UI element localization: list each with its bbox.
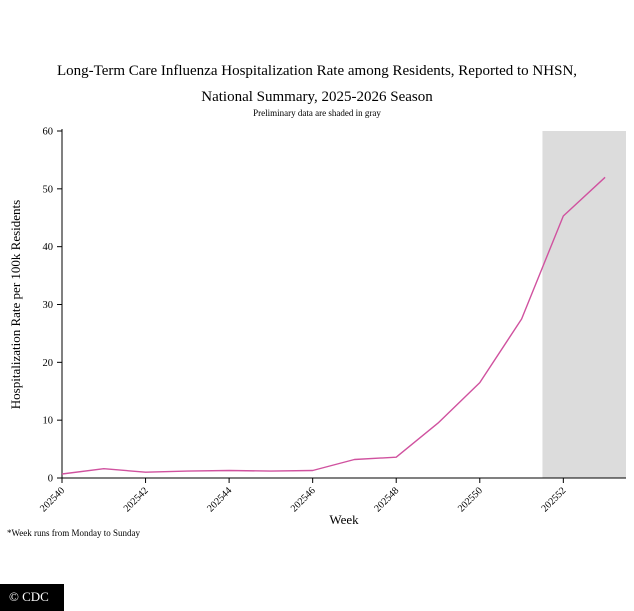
chart-title: Long-Term Care Influenza Hospitalization… [0, 58, 634, 110]
cdc-watermark: © CDC [0, 584, 64, 611]
chart-subtitle: Preliminary data are shaded in gray [253, 108, 381, 118]
x-tick-label: 202540 [38, 485, 67, 514]
x-tick-label: 202542 [122, 485, 151, 514]
y-tick-label: 60 [43, 127, 54, 138]
x-tick-label: 202546 [289, 485, 318, 514]
chart-title-line-2: National Summary, 2025-2026 Season [201, 89, 433, 105]
x-tick-label: 202548 [372, 485, 401, 514]
preliminary-data-shade [542, 131, 626, 478]
y-tick-label: 20 [43, 358, 54, 369]
y-tick-label: 0 [48, 474, 53, 485]
x-tick-label: 202552 [539, 485, 568, 514]
y-tick-label: 50 [43, 184, 54, 195]
x-tick-label: 202550 [456, 485, 485, 514]
y-tick-label: 10 [43, 416, 54, 427]
y-tick-label: 40 [43, 242, 54, 253]
hospitalization-rate-line [61, 176, 606, 475]
x-tick-label: 202544 [205, 485, 234, 514]
y-tick-label: 30 [43, 300, 54, 311]
chart-footnote: *Week runs from Monday to Sunday [7, 528, 141, 538]
chart-title-line-1: Long-Term Care Influenza Hospitalization… [56, 63, 578, 79]
x-axis-title: Week [329, 512, 359, 527]
y-axis-title: Hospitalization Rate per 100k Residents [8, 200, 23, 409]
